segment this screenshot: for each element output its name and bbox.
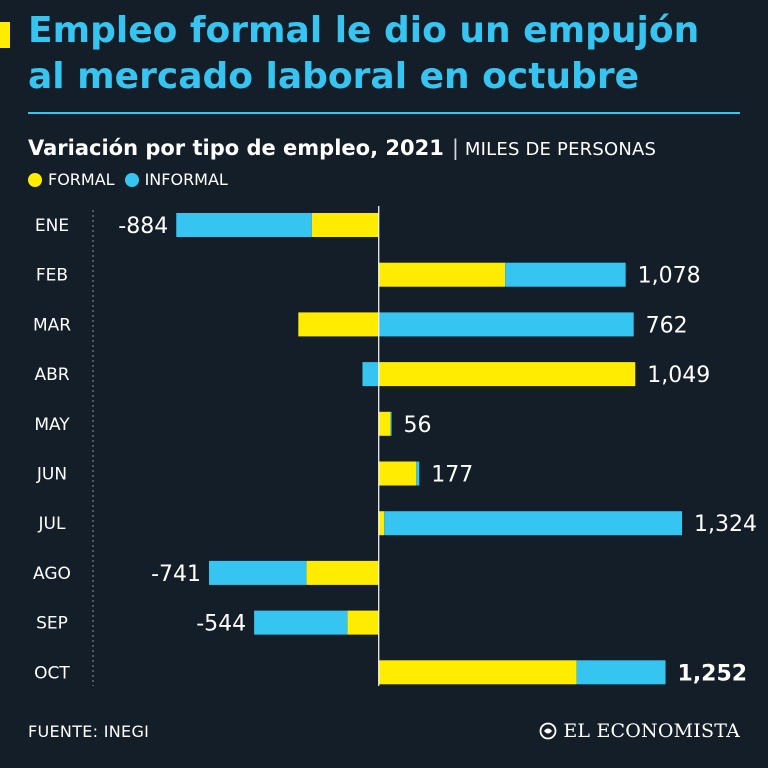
data-label-total: 1,252 <box>678 661 748 686</box>
data-label-total: -884 <box>118 214 168 239</box>
bar-informal-jun <box>416 461 420 486</box>
data-label-total: 1,049 <box>647 363 710 388</box>
bar-formal-jun <box>378 461 417 486</box>
source-note: FUENTE: INEGI <box>28 722 150 741</box>
legend-label-formal: FORMAL <box>48 170 115 189</box>
bar-informal-abr <box>362 362 379 387</box>
bar-informal-jul <box>384 511 683 536</box>
y-tick-label: OCT <box>34 663 70 683</box>
y-tick-label: SEP <box>36 614 68 634</box>
title-accent-bar <box>0 22 10 48</box>
bar-informal-may <box>390 411 392 436</box>
y-tick-label: JUN <box>36 465 67 485</box>
subtitle-separator: | <box>451 136 459 160</box>
data-label-total: -741 <box>151 562 201 587</box>
bar-formal-ago <box>306 560 379 585</box>
bar-formal-may <box>378 411 391 436</box>
data-label-total: 1,078 <box>638 264 701 289</box>
legend-dot-formal-icon <box>28 173 42 187</box>
brand-logo: EL ECONOMISTA <box>539 719 740 743</box>
bar-formal-jul <box>378 511 385 536</box>
legend-label-informal: INFORMAL <box>144 170 228 189</box>
data-label-total: -544 <box>196 612 246 637</box>
y-tick-label: JUL <box>38 514 66 534</box>
data-label-total: 1,324 <box>694 512 757 537</box>
legend-dot-informal-icon <box>124 173 139 187</box>
bar-formal-mar <box>298 312 379 337</box>
legend-item-formal: FORMAL <box>28 170 115 190</box>
chart-unit: MILES DE PERSONAS <box>464 139 657 160</box>
data-label-total: 177 <box>431 463 473 488</box>
y-tick-label: ENE <box>35 216 69 236</box>
brand-name: EL ECONOMISTA <box>563 720 740 742</box>
chart-legend: FORMAL INFORMAL <box>28 170 238 190</box>
legend-item-informal: INFORMAL <box>124 170 228 190</box>
bar-informal-feb <box>505 262 626 287</box>
y-tick-label: AGO <box>33 564 71 584</box>
chart-subtitle: Variación por tipo de empleo, 2021 | MILES… <box>28 134 656 164</box>
bar-formal-ene <box>311 213 379 237</box>
bar-informal-ago <box>209 560 307 585</box>
bar-informal-oct <box>576 660 666 685</box>
bar-informal-ene <box>176 213 312 237</box>
bar-informal-sep <box>254 610 348 635</box>
bar-formal-oct <box>378 660 577 685</box>
bar-formal-abr <box>378 362 636 387</box>
y-tick-label: MAR <box>33 315 71 335</box>
data-label-total: 762 <box>646 313 688 338</box>
bar-formal-feb <box>378 262 506 287</box>
y-tick-label: MAY <box>34 415 70 435</box>
bar-informal-mar <box>378 312 634 337</box>
bar-formal-sep <box>347 610 379 635</box>
title-divider <box>28 112 740 114</box>
y-tick-label: FEB <box>36 266 68 286</box>
y-tick-label: ABR <box>34 365 69 385</box>
page-title: Empleo formal le dio un empujón al merca… <box>28 10 700 97</box>
el-economista-logo-icon <box>539 722 557 740</box>
data-label-total: 56 <box>404 413 432 438</box>
chart-subtitle-text: Variación por tipo de empleo, 2021 <box>28 136 444 160</box>
